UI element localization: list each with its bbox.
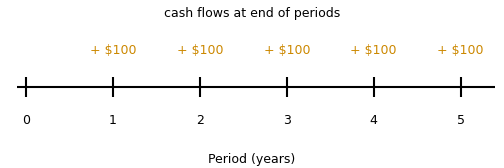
Text: + $100: + $100 [350,44,397,57]
Text: + $100: + $100 [264,44,310,57]
Text: 3: 3 [283,114,291,128]
Text: + $100: + $100 [176,44,223,57]
Text: + $100: + $100 [90,44,136,57]
Text: 1: 1 [109,114,117,128]
Text: cash flows at end of periods: cash flows at end of periods [164,7,340,20]
Text: 2: 2 [196,114,204,128]
Text: 4: 4 [370,114,377,128]
Text: 5: 5 [457,114,465,128]
Text: Period (years): Period (years) [208,153,296,166]
Text: 0: 0 [22,114,30,128]
Text: + $100: + $100 [437,44,484,57]
